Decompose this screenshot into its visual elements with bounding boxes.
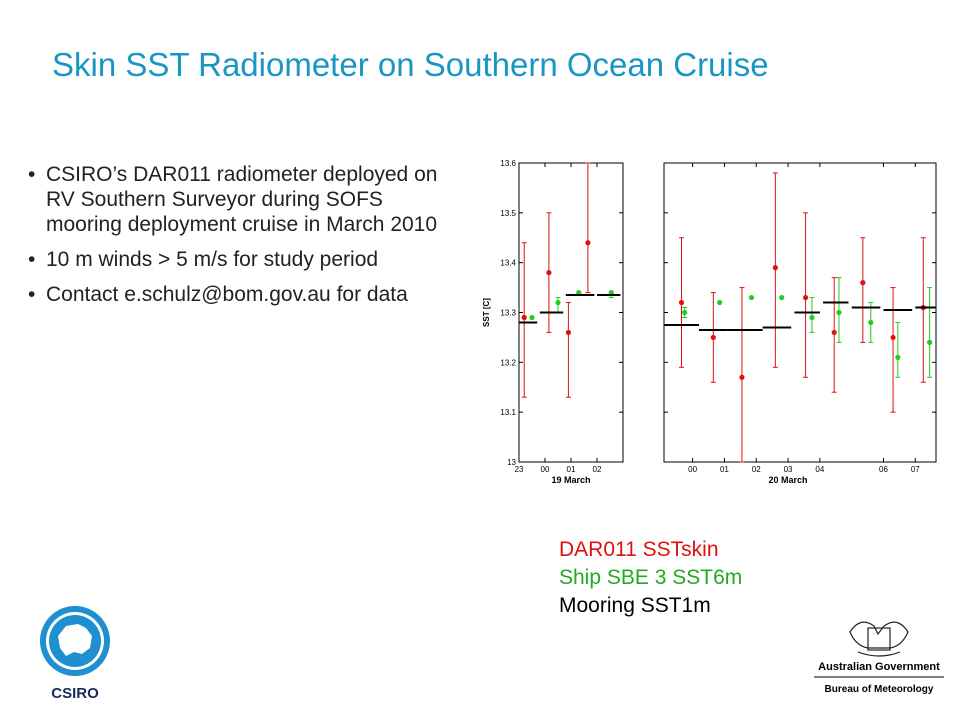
y-tick-label: 13.1 [500,408,516,417]
x-tick-label: 02 [752,465,761,474]
radiometer-point [565,329,571,336]
radiometer-point [521,314,527,321]
csiro-logo-text: CSIRO [51,685,99,702]
bullet-dot-icon: • [28,248,36,271]
x-tick-label: 06 [879,465,888,474]
radiometer-point [710,334,716,341]
ship-point [927,339,933,345]
radiometer-point [678,299,685,306]
ship-point [809,314,815,321]
radiometer-point [831,329,837,336]
x-tick-label: 01 [567,465,576,474]
bullet-text: Contact e.schulz@bom.gov.au for data [46,283,408,306]
y-tick-label: 13.6 [500,159,516,168]
radiometer-point [772,265,778,271]
gov-name-text: Australian Government [818,661,940,673]
x-tick-label: 03 [784,465,793,474]
legend-mooring: Mooring SST1m [559,594,711,617]
ship-point [836,309,842,316]
x-tick-label: 00 [688,465,697,474]
australian-government-logo: Australian Government Bureau of Meteorol… [808,612,950,703]
y-tick-label: 13.3 [500,309,516,318]
chart-legend: DAR011 SSTskin Ship SBE 3 SST6m Mooring … [559,536,742,620]
plot-frame [518,162,624,463]
x-axis-label: 20 March [768,475,807,485]
radiometer-point [802,294,809,301]
sst-timeseries-plots: 13 13.1 13.2 13.3 13.4 13.5 13.6 SST [C] 23 00 01 0… [482,159,937,485]
bureau-name-text: Bureau of Meteorology [825,684,934,695]
x-tick-label: 02 [593,465,602,474]
y-tick-label: 13 [507,458,516,467]
ship-point [576,289,582,296]
x-tick-label: 04 [815,465,824,474]
sst-charts: 13 13.1 13.2 13.3 13.4 13.5 13.6 SST [C] 23 00 01 0… [478,150,938,515]
x-tick-label: 00 [541,465,550,474]
slide-title: Skin SST Radiometer on Southern Ocean Cr… [52,46,769,83]
ship-point [748,294,755,301]
ship-point [868,319,874,326]
bullet-item: • CSIRO’s DAR011 radiometer deployed on … [28,162,458,237]
bullet-item: • 10 m winds > 5 m/s for study period [28,247,458,272]
x-tick-label: 23 [515,465,524,474]
bullet-list: • CSIRO’s DAR011 radiometer deployed on … [28,162,458,317]
ship-point [608,289,614,296]
radiometer-point [585,240,591,246]
ship-point [717,299,723,306]
x-tick-label: 07 [911,465,920,474]
legend-ship: Ship SBE 3 SST6m [559,566,743,589]
y-tick-label: 13.2 [500,358,516,367]
ship-point [682,309,688,316]
y-tick-label: 13.4 [500,259,516,268]
x-tick-label: 01 [720,465,729,474]
bullet-item: • Contact e.schulz@bom.gov.au for data [28,282,458,307]
bullet-text: 10 m winds > 5 m/s for study period [46,248,379,271]
ship-point [555,299,561,306]
ship-point [779,294,785,301]
radiometer-point [739,374,745,380]
ship-point [529,314,535,321]
radiometer-point [890,334,896,341]
ship-point [895,354,901,360]
radiometer-point [546,270,552,276]
y-tick-label: 13.5 [500,209,516,218]
bullet-text: CSIRO’s DAR011 radiometer deployed on RV… [46,163,438,236]
bullet-dot-icon: • [28,283,36,306]
legend-radiometer: DAR011 SSTskin [559,538,719,561]
radiometer-point [860,280,866,286]
y-axis-label: SST [C] [482,298,491,327]
bullet-dot-icon: • [28,163,36,186]
x-axis-label: 19 March [551,475,590,485]
csiro-logo: CSIRO [38,604,114,709]
